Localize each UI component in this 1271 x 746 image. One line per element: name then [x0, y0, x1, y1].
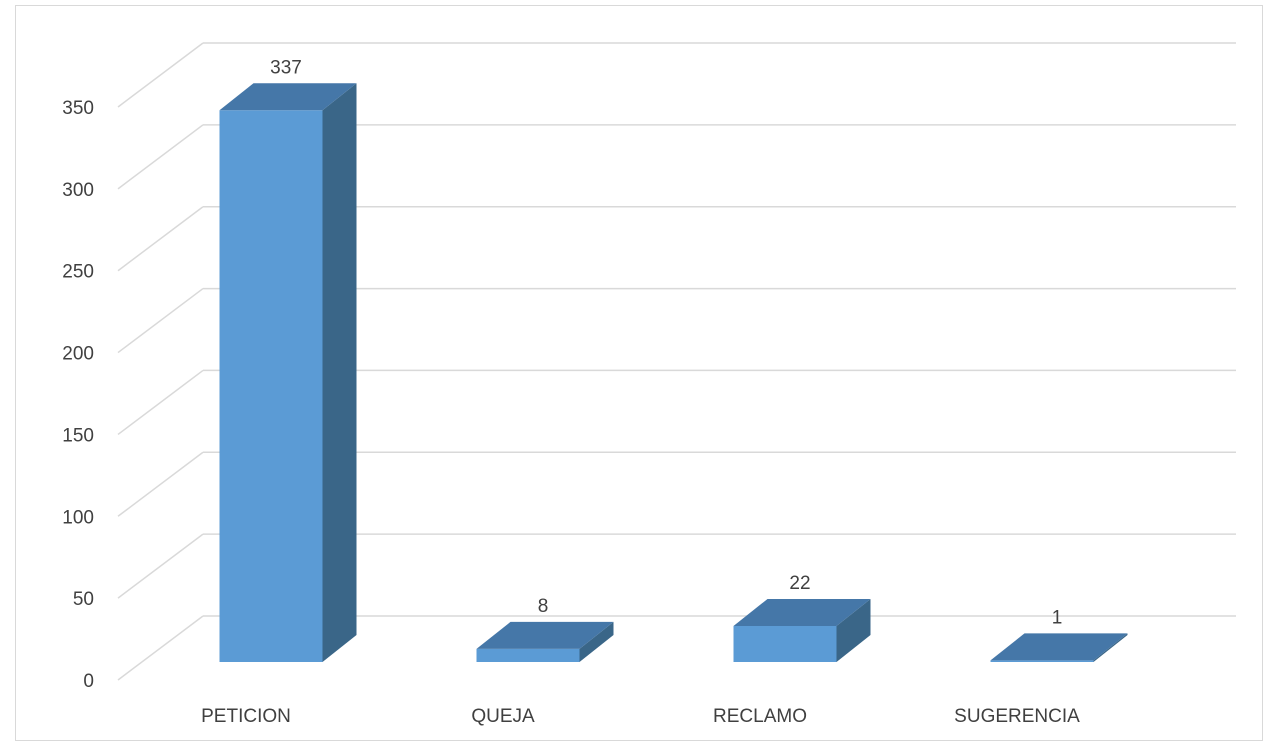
- y-tick-label: 100: [62, 507, 94, 528]
- gridline-diagonal: [117, 206, 204, 272]
- y-tick-label: 350: [62, 98, 94, 119]
- x-category-label: SUGERENCIA: [954, 706, 1080, 727]
- bar-top-face: [990, 633, 1128, 661]
- y-tick-label: 0: [83, 671, 94, 692]
- bar-side-face: [836, 598, 871, 662]
- x-category-label: PETICION: [201, 706, 291, 727]
- data-label: 8: [538, 596, 549, 617]
- y-tick-label: 300: [62, 180, 94, 201]
- data-labels: 337 8 22 1: [270, 57, 1062, 628]
- y-tick-label: 250: [62, 262, 94, 283]
- bar-top-face: [476, 621, 614, 649]
- data-label: 22: [789, 573, 810, 594]
- gridline-diagonal: [117, 615, 204, 681]
- gridline-diagonal: [117, 287, 204, 354]
- gridline-diagonal: [117, 42, 204, 108]
- y-tick-label: 150: [62, 425, 94, 446]
- x-category-label: QUEJA: [471, 706, 535, 727]
- bars: [219, 83, 1128, 663]
- y-tick-label: 200: [62, 344, 94, 365]
- y-axis-ticks: 0 50 100 150 200 250 300 350: [62, 98, 94, 692]
- x-axis-categories: PETICION QUEJA RECLAMO SUGERENCIA: [201, 706, 1080, 727]
- bar-top-face: [733, 598, 871, 626]
- bar-side-face: [579, 621, 614, 662]
- bar-front-face: [476, 648, 580, 662]
- bar-queja: [476, 621, 614, 662]
- gridline-diagonal: [117, 451, 204, 517]
- bar-front-face: [733, 625, 837, 662]
- bar-reclamo: [733, 598, 871, 662]
- bar-side-face: [322, 83, 357, 663]
- bar-front-face: [219, 110, 323, 663]
- data-label: 1: [1052, 607, 1063, 628]
- y-tick-label: 50: [73, 589, 94, 610]
- bar-front-face: [990, 660, 1094, 662]
- bar-side-face: [1093, 633, 1128, 662]
- data-label: 337: [270, 57, 302, 78]
- gridline-diagonal: [117, 533, 204, 599]
- gridline-diagonal: [117, 124, 204, 190]
- bar-peticion: [219, 83, 357, 663]
- bar-sugerencia: [990, 633, 1128, 662]
- bar-top-face: [219, 83, 357, 111]
- x-category-label: RECLAMO: [713, 706, 807, 727]
- gridline-diagonal: [117, 369, 204, 436]
- gridlines: [117, 42, 1236, 681]
